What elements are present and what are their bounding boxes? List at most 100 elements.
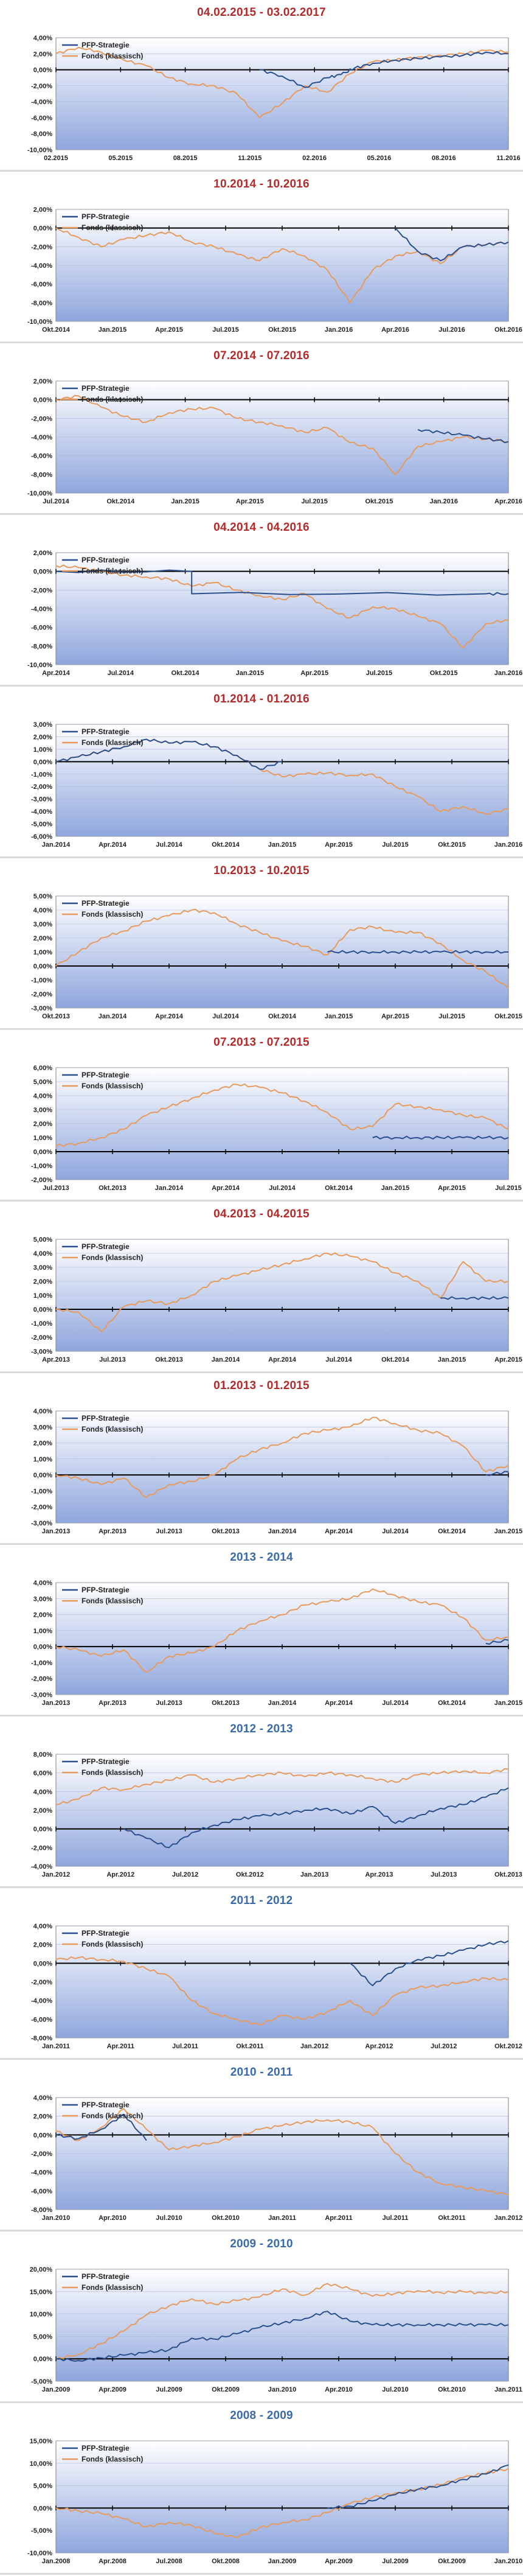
x-tick-label: Jul.2014 <box>382 1528 409 1535</box>
y-tick-label: 5,00% <box>33 2483 52 2490</box>
y-tick-label: -8,00% <box>31 643 52 650</box>
y-tick-label: -4,00% <box>31 606 52 613</box>
x-tick-label: Apr.2009 <box>99 2386 126 2393</box>
y-tick-label: 3,00% <box>33 1424 52 1431</box>
y-tick-label: 1,00% <box>33 1292 52 1300</box>
legend-label: Fonds (klassisch) <box>81 738 143 747</box>
series-line-strategy <box>395 228 509 262</box>
y-tick-label: 15,00% <box>30 2289 53 2296</box>
chart-panel: 2011 - 2012 4,00% 2,00% 0,00% -2,00% -4,00% -6… <box>0 1888 523 2060</box>
series-line-fonds <box>55 1588 509 1673</box>
x-tick-label: Apr.2014 <box>268 1356 297 1363</box>
x-tick-label: Jul.2016 <box>438 326 465 334</box>
chart-title: 10.2014 - 10.2016 <box>213 178 310 191</box>
y-tick-label: 2,00% <box>33 1440 52 1447</box>
x-tick-label: Jul.2012 <box>172 1871 198 1878</box>
chart-panel: 07.2014 - 07.2016 2,00% 0,00% -2,00% -4,00% -… <box>0 343 523 515</box>
x-tick-label: Apr.2016 <box>381 326 409 334</box>
x-tick-label: Jan.2014 <box>42 841 71 849</box>
x-tick-label: Jul.2009 <box>156 2386 182 2393</box>
legend-label: Fonds (klassisch) <box>81 1940 143 1948</box>
chart-panel: 01.2013 - 01.2015 4,00% 3,00% 2,00% 1,00% 0,0… <box>0 1373 523 1545</box>
x-tick-label: Jul.2013 <box>431 1871 457 1878</box>
legend-label: PFP-Strategie <box>81 1929 130 1937</box>
y-tick-label: -4,00% <box>31 262 52 270</box>
x-tick-label: Okt.2016 <box>494 326 522 334</box>
y-tick-label: 0,00% <box>33 1643 52 1651</box>
y-tick-label: -4,00% <box>31 434 52 441</box>
series-line-fonds <box>55 1768 509 1805</box>
x-tick-label: Okt.2015 <box>430 670 458 677</box>
x-tick-label: Jul.2010 <box>156 2214 182 2222</box>
legend-label: PFP-Strategie <box>81 1414 130 1423</box>
x-tick-label: Jul.2011 <box>172 2043 198 2050</box>
x-tick-label: Jul.2014 <box>269 1185 296 1192</box>
y-tick-label: -2,00% <box>31 415 52 422</box>
y-tick-label: 2,00% <box>33 1612 52 1619</box>
legend-label: Fonds (klassisch) <box>81 1253 143 1262</box>
line-chart: 2,00% 0,00% -2,00% -4,00% -6,00% -8,00% -10,00… <box>27 550 522 677</box>
y-tick-label: -1,00% <box>31 1320 52 1328</box>
x-tick-label: Apr.2014 <box>99 841 127 849</box>
x-tick-label: Apr.2011 <box>325 2214 352 2222</box>
x-tick-label: Jul.2015 <box>382 841 408 849</box>
x-tick-label: Jul.2014 <box>325 1356 352 1363</box>
x-tick-label: Jan.2010 <box>268 2386 296 2393</box>
x-tick-label: Apr.2010 <box>325 2386 353 2393</box>
y-tick-label: 0,00% <box>33 2505 52 2512</box>
line-chart: 15,00%10,00%5,00%0,00%-5,00%-10,00%Jan.2… <box>27 2438 522 2565</box>
x-tick-label: Jan.2015 <box>494 1699 522 1707</box>
legend-label: Fonds (klassisch) <box>81 1425 143 1433</box>
x-tick-label: Jul.2013 <box>43 1185 69 1192</box>
x-tick-label: Jul.2014 <box>43 498 69 505</box>
x-tick-label: Okt.2014 <box>212 841 240 849</box>
chart-panel: 10.2013 - 10.2015 5,00% 4,00% 3,00% 2,00% 1,0… <box>0 858 523 1030</box>
y-tick-label: 3,00% <box>33 1264 52 1272</box>
legend-label: PFP-Strategie <box>81 41 130 49</box>
chart-panel: 01.2014 - 01.2016 3,00% 2,00% 1,00% 0,00% -1,… <box>0 687 523 858</box>
series-line-strategy <box>327 2464 509 2510</box>
y-tick-label: 20,00% <box>30 2266 53 2273</box>
series-line-fonds <box>55 1416 509 1498</box>
x-tick-label: Jul.2015 <box>212 326 238 334</box>
y-tick-label: -6,00% <box>31 2016 52 2023</box>
y-tick-label: 4,00% <box>33 907 52 914</box>
y-tick-label: 0,00% <box>33 397 52 404</box>
legend-label: PFP-Strategie <box>81 2272 130 2281</box>
y-tick-label: -5,00% <box>31 821 52 828</box>
x-tick-label: Jan.2014 <box>268 1528 297 1535</box>
legend-label: PFP-Strategie <box>81 556 130 564</box>
legend-label: PFP-Strategie <box>81 727 130 736</box>
x-tick-label: Apr.2015 <box>438 1185 466 1192</box>
x-tick-label: Apr.2014 <box>42 670 71 677</box>
legend-label: Fonds (klassisch) <box>81 567 143 575</box>
chart-title: 01.2014 - 01.2016 <box>213 693 310 705</box>
x-tick-label: Jul.2014 <box>212 1013 239 1020</box>
chart-title: 01.2013 - 01.2015 <box>213 1379 310 1392</box>
y-tick-label: 5,00% <box>33 893 52 900</box>
x-tick-label: Jan.2009 <box>42 2386 70 2393</box>
x-tick-label: Jan.2016 <box>494 841 522 849</box>
y-tick-label: -2,00% <box>31 1177 52 1184</box>
series-line-strategy <box>349 1940 509 1987</box>
chart-panel: 2013 - 2014 4,00% 3,00% 2,00% 1,00% 0,00% -1,0… <box>0 1545 523 1717</box>
legend-label: PFP-Strategie <box>81 2444 130 2452</box>
x-tick-label: Jul.2014 <box>382 1699 409 1707</box>
x-tick-label: Apr.2013 <box>99 1528 126 1535</box>
legend-label: PFP-Strategie <box>81 1071 130 1079</box>
y-tick-label: 4,00% <box>33 1580 52 1587</box>
series-line-fonds <box>55 1083 509 1147</box>
x-tick-label: Jan.2013 <box>42 1528 70 1535</box>
y-tick-label: 0,00% <box>33 758 52 766</box>
x-tick-label: Okt.2014 <box>438 1528 466 1535</box>
chart-title: 2011 - 2012 <box>230 1894 293 1907</box>
x-tick-label: Jul.2014 <box>108 670 134 677</box>
chart-panel: 07.2013 - 07.2015 6,00% 5,00% 4,00% 3,00% 2,0… <box>0 1030 523 1202</box>
x-tick-label: Jul.2008 <box>156 2558 182 2565</box>
chart-panel: 2009 - 2010 20,00% 15,00% 10,00% 5,00% 0,00% -… <box>0 2231 523 2403</box>
y-tick-label: 0,00% <box>33 569 52 576</box>
y-tick-label: -3,00% <box>31 1692 52 1699</box>
x-tick-label: Apr.2013 <box>365 1871 393 1878</box>
series-line-strategy <box>259 51 509 88</box>
x-tick-label: Jan.2011 <box>42 2043 70 2050</box>
